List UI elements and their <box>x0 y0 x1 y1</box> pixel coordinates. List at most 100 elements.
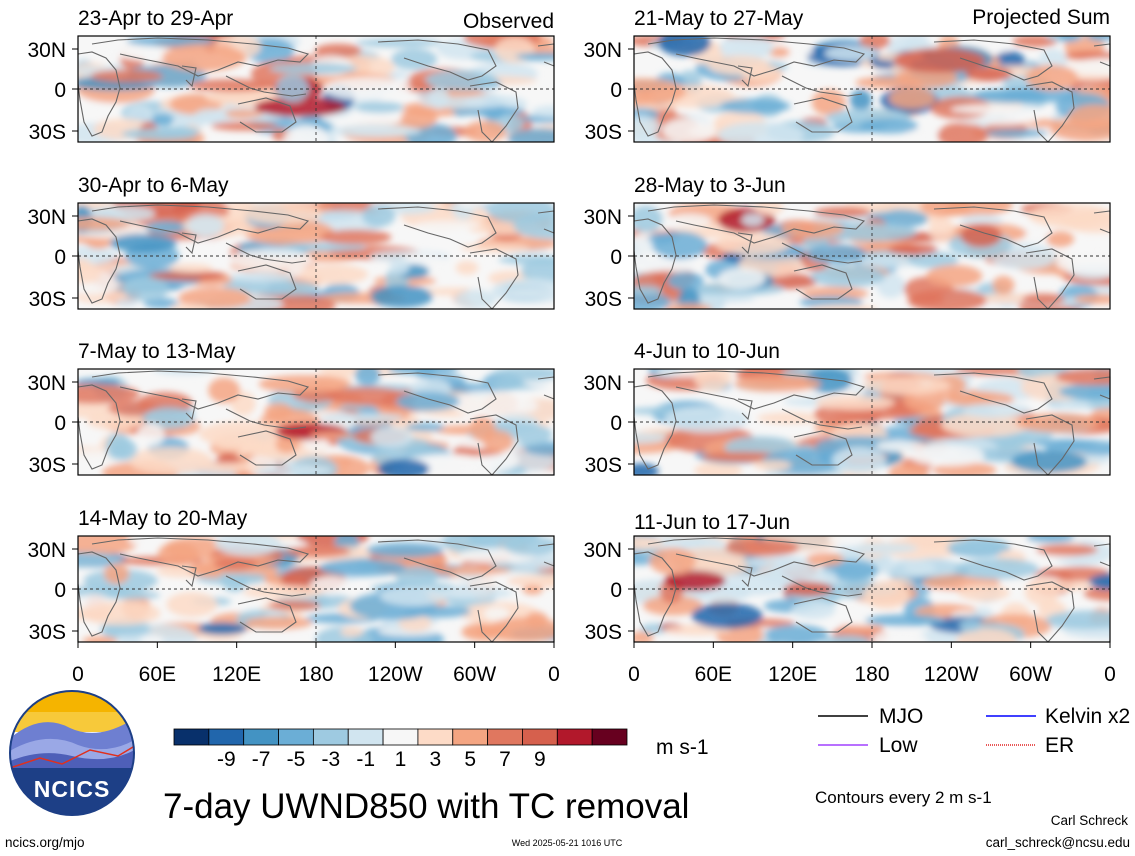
wind-anomaly-field <box>78 36 554 142</box>
panel-title: 4-Jun to 10-Jun <box>634 340 780 363</box>
panel-right-4 <box>633 535 1111 643</box>
colorbar-swatch <box>417 728 454 746</box>
site-url: ncics.org/mjo <box>5 835 85 850</box>
continent-outlines <box>77 204 555 310</box>
lat-tick-label: 30N <box>583 539 622 562</box>
lat-tick-label: 30S <box>29 121 66 144</box>
panel-title: 30-Apr to 6-May <box>78 174 229 197</box>
lon-axis-right: 0 60E 120E 180 120W 60W 0 <box>628 642 1116 686</box>
projected-label: Projected Sum <box>972 6 1110 29</box>
lat-tick-label: 30S <box>29 454 66 477</box>
colorbar-swatch <box>312 728 349 746</box>
figure-title: 7-day UWND850 with TC removal <box>163 787 689 826</box>
lon-tick-label: 0 <box>548 663 560 686</box>
lat-tick-label: 0 <box>610 246 622 269</box>
continent-outlines <box>633 537 1111 643</box>
colorbar-swatch <box>347 728 384 746</box>
continent-outlines <box>77 370 555 476</box>
lon-tick-label: 60W <box>1009 663 1052 686</box>
colorbar-label: 5 <box>464 748 476 771</box>
panel-right-1 <box>633 35 1111 143</box>
lat-tick-label: 30N <box>583 206 622 229</box>
colorbar-label: -1 <box>356 748 375 771</box>
lon-axis-left: 0 60E 120E 180 120W 60W 0 <box>72 642 560 686</box>
panel-right-2 <box>633 202 1111 310</box>
lat-axis: 30N 0 30S 30N 0 30S 30N 0 30S 30N 0 30S 30N 0 30S 30N 0 3… <box>27 39 634 644</box>
lat-tick-label: 30S <box>29 288 66 311</box>
timestamp: Wed 2025-05-21 1016 UTC <box>512 838 623 848</box>
lon-tick-label: 180 <box>854 663 889 686</box>
reference-lines <box>78 369 554 475</box>
colorbar-swatch <box>382 728 419 746</box>
panel-title: 11-Jun to 17-Jun <box>634 511 790 534</box>
reference-lines <box>634 36 1110 142</box>
panel-title: 7-May to 13-May <box>78 340 236 363</box>
panel-left-2 <box>77 202 555 310</box>
panel-left-3 <box>77 368 555 476</box>
wind-anomaly-field <box>78 203 554 309</box>
lat-tick-label: 30S <box>585 288 622 311</box>
observed-label: Observed <box>463 10 554 33</box>
lat-tick-label: 0 <box>610 412 622 435</box>
continent-outlines <box>633 204 1111 310</box>
colorbar-swatch <box>452 728 489 746</box>
lon-tick-label: 0 <box>1104 663 1116 686</box>
continent-outlines <box>77 537 555 643</box>
lat-tick-label: 30N <box>27 539 66 562</box>
lon-tick-label: 0 <box>72 663 84 686</box>
colorbar-swatch <box>173 728 210 746</box>
reference-lines <box>78 203 554 309</box>
legend-label-er: ER <box>1045 734 1074 757</box>
wind-anomaly-field <box>634 536 1110 642</box>
panel-left-4 <box>77 535 555 643</box>
colorbar-swatch <box>522 728 558 746</box>
logo-text: NCICS <box>34 776 111 802</box>
lat-tick-label: 30N <box>27 39 66 62</box>
panel-title: 28-May to 3-Jun <box>634 174 786 197</box>
credit-name: Carl Schreck <box>1051 813 1129 828</box>
ncics-logo: NCICS <box>9 690 135 816</box>
lat-tick-label: 30N <box>583 39 622 62</box>
lat-tick-label: 30S <box>585 454 622 477</box>
lat-tick-label: 30N <box>27 372 66 395</box>
colorbar-units: m s-1 <box>656 736 709 759</box>
credit-email: carl_schreck@ncsu.edu <box>986 835 1130 850</box>
colorbar-swatch <box>556 728 593 746</box>
colorbar-swatch <box>208 728 245 746</box>
lon-tick-label: 60E <box>139 663 176 686</box>
panel-title: 23-Apr to 29-Apr <box>78 7 233 30</box>
panel-title: 21-May to 27-May <box>634 7 804 30</box>
continent-outlines <box>633 37 1111 143</box>
lat-tick-label: 0 <box>54 412 66 435</box>
colorbar-label: -3 <box>321 748 340 771</box>
legend-label-low: Low <box>879 734 918 757</box>
reference-lines <box>634 536 1110 642</box>
lon-tick-label: 120E <box>768 663 817 686</box>
lon-tick-label: 120E <box>212 663 261 686</box>
panel-right-3 <box>633 368 1111 476</box>
reference-lines <box>78 536 554 642</box>
lon-tick-label: 60E <box>695 663 732 686</box>
panel-left-1 <box>77 35 555 143</box>
lon-tick-label: 120W <box>924 663 979 686</box>
wind-anomaly-field <box>78 369 554 475</box>
colorbar-label: 7 <box>499 748 511 771</box>
contour-note: Contours every 2 m s-1 <box>815 788 992 807</box>
colorbar-label: -7 <box>252 748 271 771</box>
colorbar-swatch <box>487 728 523 746</box>
lat-tick-label: 0 <box>54 246 66 269</box>
colorbar-swatch <box>243 728 279 746</box>
lon-tick-label: 180 <box>298 663 333 686</box>
lat-tick-label: 0 <box>54 79 66 102</box>
lat-tick-label: 30N <box>27 206 66 229</box>
colorbar-swatch <box>591 728 628 746</box>
lat-tick-label: 30N <box>583 372 622 395</box>
colorbar-label: -9 <box>217 748 236 771</box>
lon-tick-label: 120W <box>368 663 423 686</box>
continent-outlines <box>633 370 1111 476</box>
wind-anomaly-field <box>78 536 554 642</box>
colorbar-label: 9 <box>534 748 546 771</box>
lat-tick-label: 30S <box>585 621 622 644</box>
legend-label-kelvin: Kelvin x2 <box>1045 705 1130 728</box>
